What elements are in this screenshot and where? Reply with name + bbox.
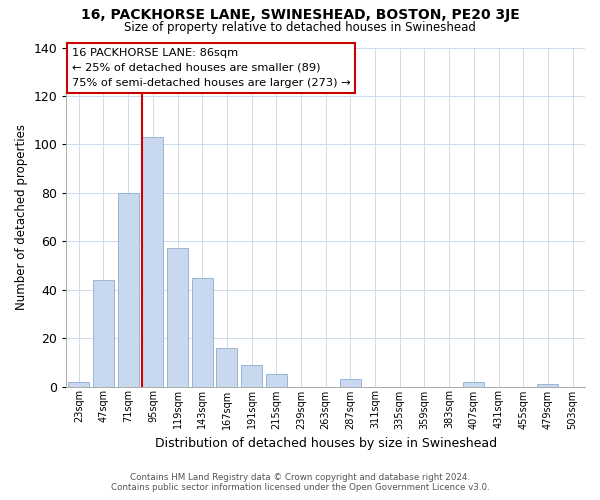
X-axis label: Distribution of detached houses by size in Swineshead: Distribution of detached houses by size … [155, 437, 497, 450]
Bar [142, 137, 163, 386]
Bar [266, 374, 287, 386]
Bar [118, 193, 139, 386]
Bar [241, 364, 262, 386]
Bar [68, 382, 89, 386]
Text: Contains HM Land Registry data © Crown copyright and database right 2024.
Contai: Contains HM Land Registry data © Crown c… [110, 473, 490, 492]
Bar [538, 384, 559, 386]
Text: Size of property relative to detached houses in Swineshead: Size of property relative to detached ho… [124, 21, 476, 34]
Y-axis label: Number of detached properties: Number of detached properties [15, 124, 28, 310]
Bar [192, 278, 213, 386]
Bar [340, 379, 361, 386]
Bar [463, 382, 484, 386]
Bar [167, 248, 188, 386]
Text: 16 PACKHORSE LANE: 86sqm
← 25% of detached houses are smaller (89)
75% of semi-d: 16 PACKHORSE LANE: 86sqm ← 25% of detach… [71, 48, 350, 88]
Bar [93, 280, 114, 386]
Text: 16, PACKHORSE LANE, SWINESHEAD, BOSTON, PE20 3JE: 16, PACKHORSE LANE, SWINESHEAD, BOSTON, … [80, 8, 520, 22]
Bar [217, 348, 238, 387]
